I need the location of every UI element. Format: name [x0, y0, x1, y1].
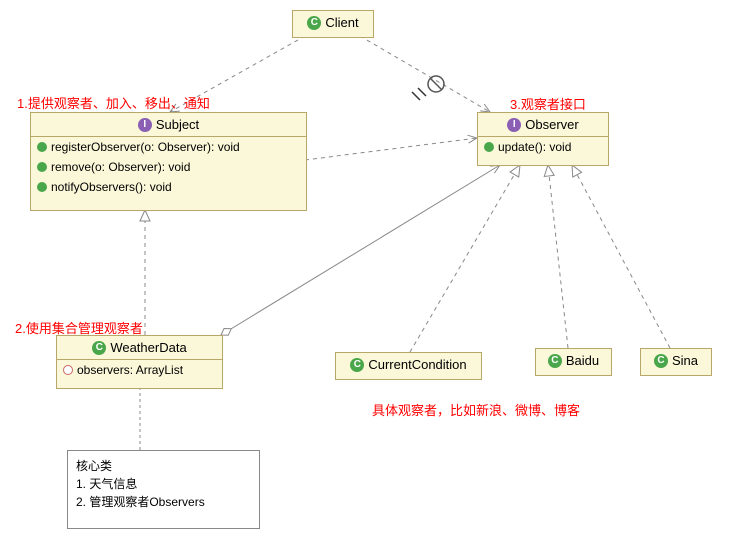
baidu-label: Baidu — [566, 353, 599, 368]
class-client-label: Client — [325, 15, 358, 30]
interface-icon: I — [507, 118, 521, 132]
class-sina: C Sina — [640, 348, 712, 376]
note-line: 2. 管理观察者Observers — [76, 493, 251, 511]
class-icon: C — [307, 16, 321, 30]
annotation-1: 1.提供观察者、加入、移出、通知 — [17, 93, 210, 112]
class-icon: C — [654, 354, 668, 368]
annotation-2: 2.使用集合管理观察者 — [15, 318, 143, 337]
observer-label: Observer — [525, 117, 578, 132]
sina-label: Sina — [672, 353, 698, 368]
note-line: 核心类 — [76, 457, 251, 475]
observer-title: I Observer — [478, 113, 608, 137]
note-weatherdata: 核心类 1. 天气信息 2. 管理观察者Observers — [67, 450, 260, 529]
class-baidu: C Baidu — [535, 348, 612, 376]
baidu-title: C Baidu — [536, 349, 611, 372]
class-client: C Client — [292, 10, 374, 38]
weatherdata-field: observers: ArrayList — [57, 360, 222, 380]
class-icon: C — [350, 358, 364, 372]
class-client-title: C Client — [293, 11, 373, 34]
vis-icon — [63, 365, 73, 375]
subject-label: Subject — [156, 117, 199, 132]
vis-icon — [37, 182, 47, 192]
subject-method: notifyObservers(): void — [31, 177, 306, 197]
weatherdata-title: C WeatherData — [57, 336, 222, 360]
annotation-3: 3.观察者接口 — [510, 94, 586, 113]
vis-icon — [37, 162, 47, 172]
interface-observer: I Observer update(): void — [477, 112, 609, 166]
class-weatherdata: C WeatherData observers: ArrayList — [56, 335, 223, 389]
vis-icon — [484, 142, 494, 152]
subject-title: I Subject — [31, 113, 306, 137]
subject-method: registerObserver(o: Observer): void — [31, 137, 306, 157]
class-icon: C — [92, 341, 106, 355]
sina-title: C Sina — [641, 349, 711, 372]
vis-icon — [37, 142, 47, 152]
interface-icon: I — [138, 118, 152, 132]
subject-method: remove(o: Observer): void — [31, 157, 306, 177]
currentcondition-title: C CurrentCondition — [336, 353, 481, 376]
currentcondition-label: CurrentCondition — [368, 357, 466, 372]
observer-method: update(): void — [478, 137, 608, 157]
weatherdata-label: WeatherData — [110, 340, 186, 355]
class-icon: C — [548, 354, 562, 368]
annotation-4: 具体观察者，比如新浪、微博、博客 — [372, 400, 580, 419]
class-currentcondition: C CurrentCondition — [335, 352, 482, 380]
interface-subject: I Subject registerObserver(o: Observer):… — [30, 112, 307, 211]
diagram-canvas: C Client I Subject registerObserver(o: O… — [0, 0, 750, 538]
note-line: 1. 天气信息 — [76, 475, 251, 493]
